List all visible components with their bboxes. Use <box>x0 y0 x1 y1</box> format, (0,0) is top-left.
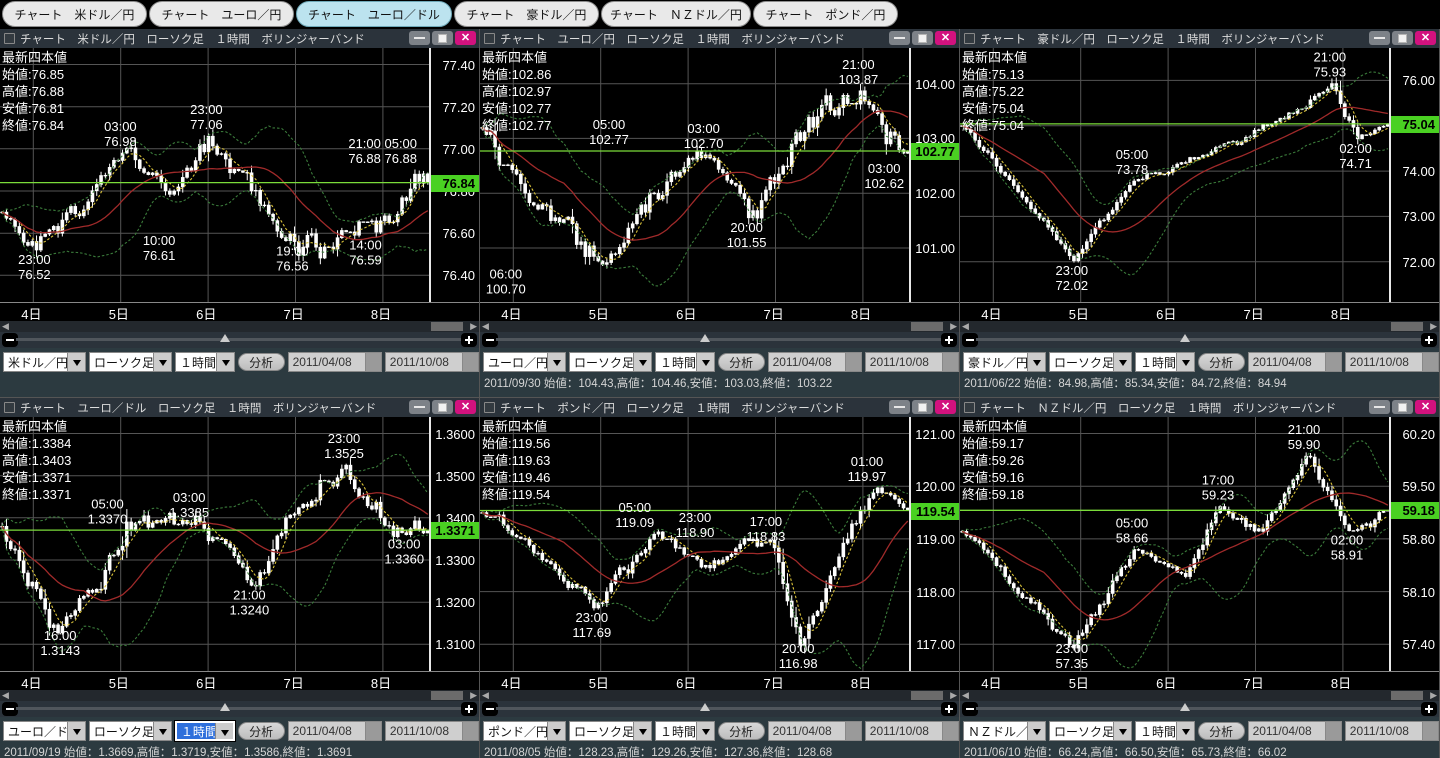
svg-text:21:00: 21:00 <box>1288 422 1321 437</box>
svg-text:21:00 05:00: 21:00 05:00 <box>348 136 417 151</box>
svg-text:02:00: 02:00 <box>1339 141 1372 156</box>
svg-text:76.88 76.88: 76.88 76.88 <box>348 151 417 166</box>
svg-text:74.71: 74.71 <box>1339 156 1372 171</box>
svg-text:05:00: 05:00 <box>91 497 124 512</box>
svg-text:17:00: 17:00 <box>1202 473 1235 488</box>
svg-text:77.06: 77.06 <box>190 117 223 132</box>
svg-text:75.93: 75.93 <box>1314 65 1347 80</box>
svg-text:03:00: 03:00 <box>687 121 720 136</box>
svg-text:57.35: 57.35 <box>1056 656 1089 671</box>
svg-text:23:00: 23:00 <box>190 102 223 117</box>
svg-text:1.3385: 1.3385 <box>169 505 209 520</box>
svg-text:23:00: 23:00 <box>1056 263 1089 278</box>
svg-text:1.3370: 1.3370 <box>88 512 128 527</box>
svg-text:03:00: 03:00 <box>173 490 206 505</box>
svg-text:02:00: 02:00 <box>1331 533 1364 548</box>
svg-text:118.90: 118.90 <box>676 525 715 540</box>
svg-text:58.91: 58.91 <box>1331 548 1364 563</box>
svg-text:06:00: 06:00 <box>490 266 523 281</box>
svg-text:05:00: 05:00 <box>619 500 652 515</box>
svg-text:05:00: 05:00 <box>1116 147 1149 162</box>
svg-text:72.02: 72.02 <box>1056 278 1089 293</box>
svg-text:103.87: 103.87 <box>839 72 879 87</box>
svg-text:16:00: 16:00 <box>44 628 77 643</box>
svg-text:76.59: 76.59 <box>349 252 382 267</box>
svg-text:116.98: 116.98 <box>779 656 818 671</box>
svg-text:10:00: 10:00 <box>143 233 176 248</box>
svg-text:117.69: 117.69 <box>572 625 611 640</box>
svg-text:76.98: 76.98 <box>104 134 137 149</box>
svg-text:76.52: 76.52 <box>18 267 51 282</box>
svg-text:102.70: 102.70 <box>684 136 724 151</box>
svg-text:76.61: 76.61 <box>143 248 176 263</box>
svg-text:59.90: 59.90 <box>1288 437 1321 452</box>
svg-text:119.09: 119.09 <box>615 515 654 530</box>
svg-text:23:00: 23:00 <box>576 610 609 625</box>
svg-text:101.55: 101.55 <box>727 235 767 250</box>
svg-text:1.3525: 1.3525 <box>324 446 364 461</box>
svg-text:17:00: 17:00 <box>750 514 783 529</box>
svg-text:59.23: 59.23 <box>1202 488 1235 503</box>
svg-text:05:00: 05:00 <box>593 117 626 132</box>
svg-text:119.97: 119.97 <box>848 469 887 484</box>
svg-text:05:00: 05:00 <box>1116 516 1149 531</box>
svg-text:23:00: 23:00 <box>18 252 51 267</box>
svg-text:23:00: 23:00 <box>679 510 712 525</box>
svg-text:20:00: 20:00 <box>730 220 763 235</box>
svg-text:21:00: 21:00 <box>1314 50 1347 65</box>
svg-text:03:00: 03:00 <box>388 537 421 552</box>
svg-text:21:00: 21:00 <box>233 587 266 602</box>
svg-text:20:00: 20:00 <box>782 641 815 656</box>
svg-text:03:00: 03:00 <box>104 119 137 134</box>
svg-text:21:00: 21:00 <box>842 57 875 72</box>
svg-text:58.66: 58.66 <box>1116 531 1149 546</box>
svg-text:1.3143: 1.3143 <box>40 643 80 658</box>
svg-text:19:00: 19:00 <box>276 244 309 259</box>
svg-text:100.70: 100.70 <box>486 281 526 296</box>
svg-text:102.62: 102.62 <box>864 176 904 191</box>
svg-text:1.3240: 1.3240 <box>230 602 270 617</box>
svg-text:01:00: 01:00 <box>851 454 884 469</box>
svg-text:102.77: 102.77 <box>589 132 629 147</box>
svg-text:14:00: 14:00 <box>349 237 382 252</box>
svg-text:03:00: 03:00 <box>868 161 901 176</box>
svg-text:1.3360: 1.3360 <box>384 552 424 567</box>
svg-text:76.56: 76.56 <box>276 259 309 274</box>
svg-text:118.83: 118.83 <box>747 529 786 544</box>
svg-text:23:00: 23:00 <box>1056 641 1089 656</box>
svg-text:73.78: 73.78 <box>1116 162 1149 177</box>
svg-text:23:00: 23:00 <box>328 431 361 446</box>
